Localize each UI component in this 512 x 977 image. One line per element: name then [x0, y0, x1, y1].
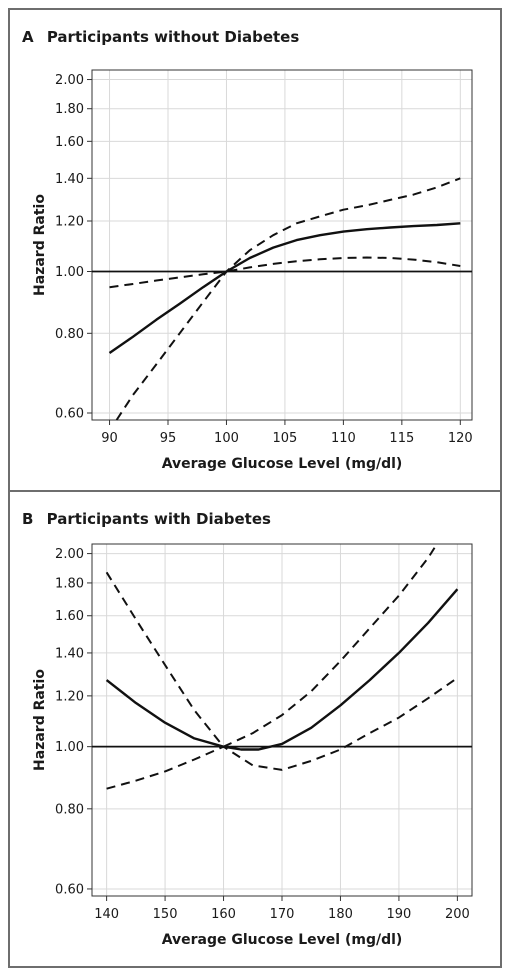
- y-tick-label: 0.80: [55, 802, 84, 817]
- y-tick-label: 1.80: [55, 576, 84, 591]
- x-tick-label: 140: [94, 907, 119, 922]
- y-tick-label: 2.00: [55, 547, 84, 562]
- panel-b-heading: B Participants with Diabetes: [22, 510, 271, 528]
- chart-b: 140 150 160 170 180 190 200 0.60 0.80 1.00 1.20 1.4…: [32, 543, 473, 948]
- y-tick-label: 1.40: [55, 646, 84, 661]
- y-axis-title: Hazard Ratio: [32, 194, 48, 296]
- confidence-bound-line: [105, 543, 438, 748]
- x-tick-label: 180: [328, 907, 353, 922]
- x-axis-title: Average Glucose Level (mg/dl): [162, 932, 403, 948]
- x-tick-label: 170: [270, 907, 295, 922]
- x-tick-label: 120: [448, 431, 473, 446]
- x-tick-label: 100: [214, 431, 239, 446]
- y-tick-label: 0.60: [55, 406, 84, 421]
- x-axis-title: Average Glucose Level (mg/dl): [162, 456, 403, 472]
- x-tick-label: 150: [153, 907, 178, 922]
- x-tick-label: 190: [387, 907, 412, 922]
- hazard-ratio-line: [108, 222, 461, 354]
- x-tick-label: 110: [331, 431, 356, 446]
- x-tick-label: 160: [211, 907, 236, 922]
- x-tick-label: 105: [273, 431, 298, 446]
- panel-b-letter: B: [22, 510, 34, 528]
- panel-a: A Participants without Diabetes 90 95 100 1…: [8, 8, 502, 492]
- confidence-bound-line: [106, 677, 458, 790]
- panel-b-title: Participants with Diabetes: [46, 510, 271, 528]
- y-tick-label: 0.60: [55, 882, 84, 897]
- panel-a-letter: A: [22, 28, 34, 46]
- y-tick-label: 1.20: [55, 215, 84, 230]
- y-tick-label: 1.80: [55, 102, 84, 117]
- y-tick-label: 2.00: [55, 73, 84, 88]
- y-tick-label: 1.60: [55, 609, 84, 624]
- y-tick-label: 1.00: [55, 265, 84, 280]
- y-tick-label: 0.80: [55, 327, 84, 342]
- x-tick-label: 200: [445, 907, 470, 922]
- panel-a-title: Participants without Diabetes: [46, 28, 300, 46]
- x-tick-label: 90: [101, 431, 118, 446]
- confidence-bound-line: [115, 177, 461, 421]
- y-tick-label: 1.60: [55, 135, 84, 150]
- panel-b: B Participants with Diabetes 140 150 160 17…: [8, 490, 502, 968]
- chart-a: 90 95 100 105 110 115 120 0.60 0.80 1.00 1.20 1.40 1…: [32, 69, 473, 472]
- y-axis-title: Hazard Ratio: [32, 669, 48, 771]
- plot-frame: [91, 69, 473, 421]
- y-tick-label: 1.00: [55, 740, 84, 755]
- y-tick-label: 1.20: [55, 689, 84, 704]
- x-tick-label: 115: [389, 431, 414, 446]
- panel-a-heading: A Participants without Diabetes: [22, 28, 299, 46]
- hazard-ratio-line: [105, 588, 459, 751]
- x-tick-label: 95: [160, 431, 177, 446]
- y-tick-label: 1.40: [55, 172, 84, 187]
